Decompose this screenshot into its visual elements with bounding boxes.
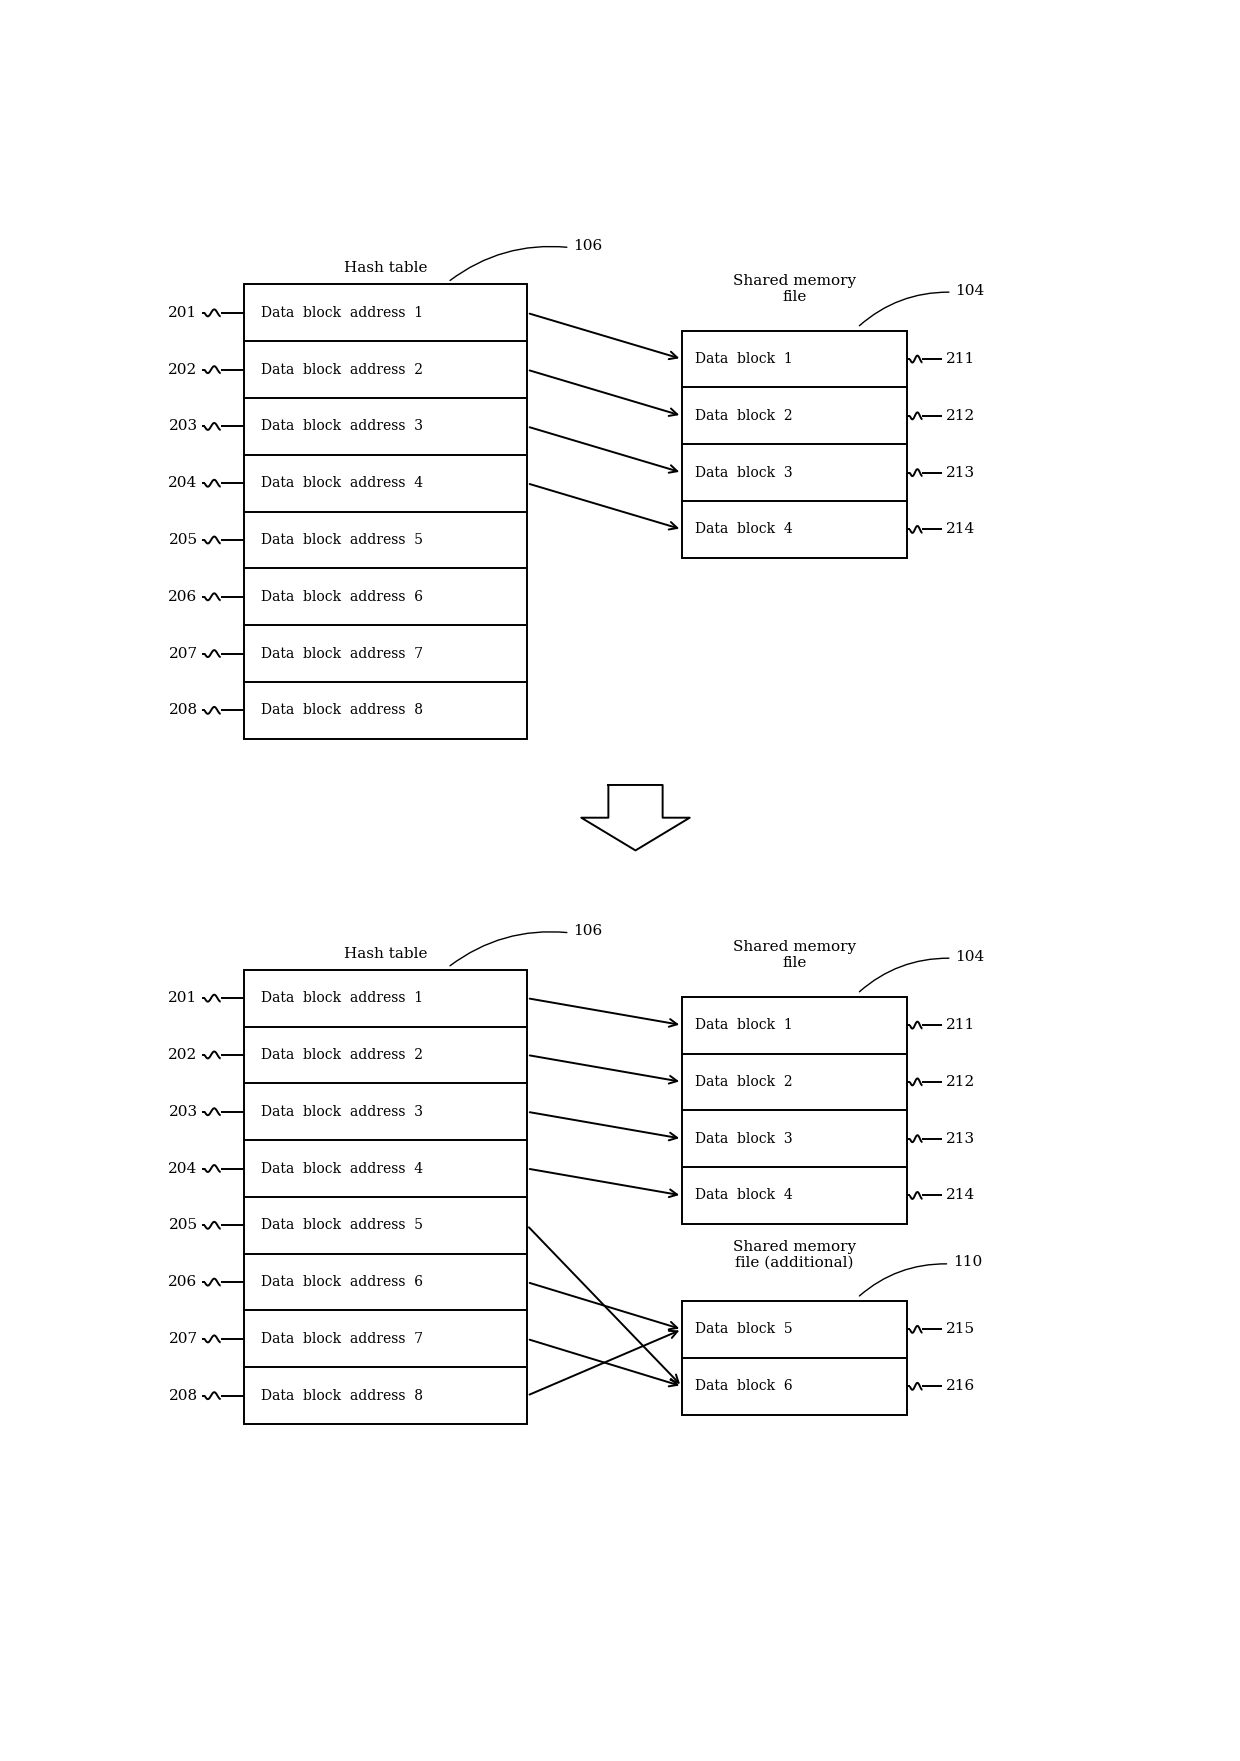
Text: Data  block  address  5: Data block address 5 <box>262 534 423 548</box>
FancyArrowPatch shape <box>529 1284 677 1330</box>
Text: Shared memory
file: Shared memory file <box>733 940 856 970</box>
Text: Data  block  address  4: Data block address 4 <box>262 1162 423 1176</box>
FancyArrowPatch shape <box>529 1055 677 1083</box>
Text: Data  block  2: Data block 2 <box>696 409 794 423</box>
Text: Data  block  4: Data block 4 <box>696 1189 794 1203</box>
Text: 208: 208 <box>169 703 197 717</box>
Text: Shared memory
file (additional): Shared memory file (additional) <box>733 1240 856 1270</box>
FancyArrowPatch shape <box>529 1340 677 1386</box>
Text: Data  block  address  2: Data block address 2 <box>262 363 423 377</box>
FancyArrowPatch shape <box>529 313 677 359</box>
Polygon shape <box>582 785 689 851</box>
Text: Data  block  address  1: Data block address 1 <box>262 991 423 1006</box>
Text: 216: 216 <box>945 1379 975 1393</box>
Text: Data  block  address  4: Data block address 4 <box>262 475 423 490</box>
Text: 213: 213 <box>945 1132 975 1146</box>
FancyArrowPatch shape <box>529 1227 678 1382</box>
Text: 208: 208 <box>169 1389 197 1404</box>
Bar <box>682 331 906 558</box>
Text: Data  block  6: Data block 6 <box>696 1379 794 1393</box>
Text: Data  block  address  6: Data block address 6 <box>262 1275 423 1289</box>
Text: 104: 104 <box>956 949 985 963</box>
Bar <box>682 997 906 1224</box>
Text: 202: 202 <box>169 363 197 377</box>
Text: 206: 206 <box>169 1275 197 1289</box>
Text: Data  block  address  2: Data block address 2 <box>262 1048 423 1062</box>
Text: 213: 213 <box>945 465 975 479</box>
Text: Data  block  address  8: Data block address 8 <box>262 1389 423 1404</box>
Text: 212: 212 <box>945 409 975 423</box>
Text: 207: 207 <box>169 1331 197 1345</box>
Text: Data  block  address  3: Data block address 3 <box>262 419 423 433</box>
Text: Data  block  4: Data block 4 <box>696 523 794 537</box>
FancyArrowPatch shape <box>529 1331 677 1395</box>
Text: Hash table: Hash table <box>343 946 428 960</box>
Text: Data  block  3: Data block 3 <box>696 465 794 479</box>
Text: Shared memory
file: Shared memory file <box>733 273 856 303</box>
Text: 106: 106 <box>573 239 603 254</box>
Text: Data  block  1: Data block 1 <box>696 352 794 366</box>
Text: 214: 214 <box>945 523 975 537</box>
FancyArrowPatch shape <box>859 958 949 991</box>
Bar <box>244 285 527 740</box>
Text: 212: 212 <box>945 1074 975 1088</box>
Bar <box>244 970 527 1425</box>
Text: 204: 204 <box>169 475 197 490</box>
Text: 215: 215 <box>945 1323 975 1337</box>
Text: 205: 205 <box>169 1219 197 1233</box>
Text: 201: 201 <box>169 991 197 1006</box>
Text: 214: 214 <box>945 1189 975 1203</box>
Text: 204: 204 <box>169 1162 197 1176</box>
FancyArrowPatch shape <box>529 1169 677 1197</box>
Text: Data  block  2: Data block 2 <box>696 1074 794 1088</box>
Text: Data  block  3: Data block 3 <box>696 1132 794 1146</box>
Text: Data  block  1: Data block 1 <box>696 1018 794 1032</box>
Text: 106: 106 <box>573 925 603 939</box>
Text: 206: 206 <box>169 590 197 604</box>
Text: Data  block  address  1: Data block address 1 <box>262 306 423 321</box>
Text: 211: 211 <box>945 1018 975 1032</box>
Text: Data  block  address  8: Data block address 8 <box>262 703 423 717</box>
FancyArrowPatch shape <box>529 484 677 530</box>
FancyArrowPatch shape <box>859 292 949 326</box>
Text: 211: 211 <box>945 352 975 366</box>
FancyArrowPatch shape <box>859 1264 946 1296</box>
FancyArrowPatch shape <box>450 247 567 280</box>
Text: Data  block  address  6: Data block address 6 <box>262 590 423 604</box>
Text: 207: 207 <box>169 646 197 660</box>
Bar <box>682 1301 906 1414</box>
Text: 203: 203 <box>169 419 197 433</box>
Text: Data  block  address  5: Data block address 5 <box>262 1219 423 1233</box>
Text: 205: 205 <box>169 534 197 548</box>
FancyArrowPatch shape <box>529 428 677 472</box>
Text: 110: 110 <box>954 1256 982 1270</box>
Text: Data  block  address  3: Data block address 3 <box>262 1104 423 1118</box>
Text: Data  block  address  7: Data block address 7 <box>262 646 423 660</box>
Text: 203: 203 <box>169 1104 197 1118</box>
FancyArrowPatch shape <box>529 998 677 1027</box>
Text: Data  block  5: Data block 5 <box>696 1323 794 1337</box>
Text: 202: 202 <box>169 1048 197 1062</box>
Text: Hash table: Hash table <box>343 261 428 275</box>
FancyArrowPatch shape <box>450 932 567 965</box>
FancyArrowPatch shape <box>529 370 677 416</box>
Text: 201: 201 <box>169 306 197 321</box>
Text: Data  block  address  7: Data block address 7 <box>262 1331 423 1345</box>
Text: 104: 104 <box>956 284 985 298</box>
FancyArrowPatch shape <box>529 1113 677 1141</box>
